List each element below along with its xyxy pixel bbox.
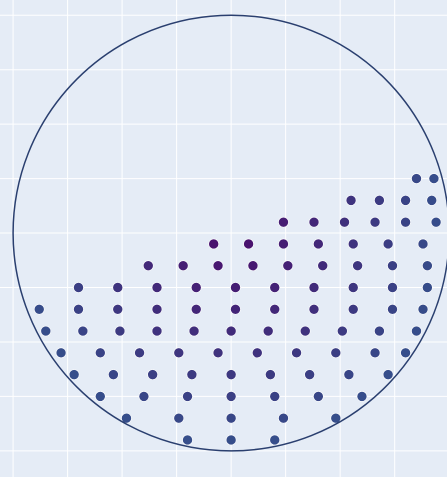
point [317, 260, 329, 272]
point [188, 325, 200, 337]
point [108, 369, 119, 380]
point [374, 195, 385, 206]
point [225, 434, 237, 446]
point [182, 391, 193, 402]
point [382, 238, 394, 250]
point [299, 325, 311, 337]
point [339, 216, 350, 228]
point [347, 238, 359, 250]
point [400, 347, 411, 359]
point [121, 412, 132, 424]
point [138, 391, 150, 402]
point [151, 282, 163, 293]
point [400, 216, 411, 228]
point [230, 282, 241, 293]
point [251, 347, 263, 359]
point [369, 347, 381, 359]
point [173, 347, 185, 359]
point [282, 260, 294, 272]
point [247, 260, 259, 272]
point [278, 216, 289, 228]
point [430, 216, 442, 228]
point [278, 238, 289, 250]
point [142, 260, 154, 272]
point [313, 238, 324, 250]
point [374, 325, 385, 337]
point [186, 369, 198, 380]
point [269, 391, 281, 402]
point [313, 391, 324, 402]
point [55, 347, 67, 359]
point [400, 195, 411, 206]
point [426, 195, 438, 206]
point [269, 282, 281, 293]
point [112, 303, 124, 315]
point [151, 325, 163, 337]
point [73, 303, 84, 315]
point [411, 173, 422, 184]
point [387, 303, 398, 315]
point [243, 238, 254, 250]
point [308, 282, 320, 293]
point [428, 173, 440, 184]
point [382, 369, 394, 380]
point [147, 369, 158, 380]
point [422, 260, 433, 272]
point [278, 412, 289, 424]
point [114, 325, 126, 337]
point [112, 282, 124, 293]
point [269, 303, 281, 315]
point [304, 369, 315, 380]
point [68, 369, 80, 380]
point [177, 260, 189, 272]
point [151, 303, 163, 315]
point [417, 303, 429, 315]
point [262, 325, 274, 337]
circle-outline [12, 14, 447, 452]
point [422, 282, 433, 293]
point [77, 325, 89, 337]
point [347, 303, 359, 315]
point [330, 412, 342, 424]
point [308, 303, 320, 315]
point [291, 347, 302, 359]
point [308, 216, 320, 228]
point [337, 325, 348, 337]
point [411, 325, 422, 337]
point [190, 303, 202, 315]
point [73, 282, 84, 293]
point [347, 282, 359, 293]
point [356, 391, 368, 402]
point [269, 434, 281, 446]
point [387, 260, 398, 272]
point [225, 412, 237, 424]
point [369, 216, 381, 228]
point [40, 325, 52, 337]
point [182, 434, 193, 446]
point [173, 412, 185, 424]
point [345, 195, 357, 206]
point [190, 282, 202, 293]
point [225, 325, 237, 337]
point [330, 347, 342, 359]
point [225, 369, 237, 380]
point [95, 391, 106, 402]
point [212, 260, 224, 272]
point [265, 369, 276, 380]
point [387, 282, 398, 293]
point [225, 391, 237, 402]
point [212, 347, 224, 359]
point [208, 238, 219, 250]
point [343, 369, 355, 380]
point [134, 347, 145, 359]
point [33, 303, 45, 315]
point [417, 238, 429, 250]
point [95, 347, 106, 359]
point [352, 260, 363, 272]
point [230, 303, 241, 315]
